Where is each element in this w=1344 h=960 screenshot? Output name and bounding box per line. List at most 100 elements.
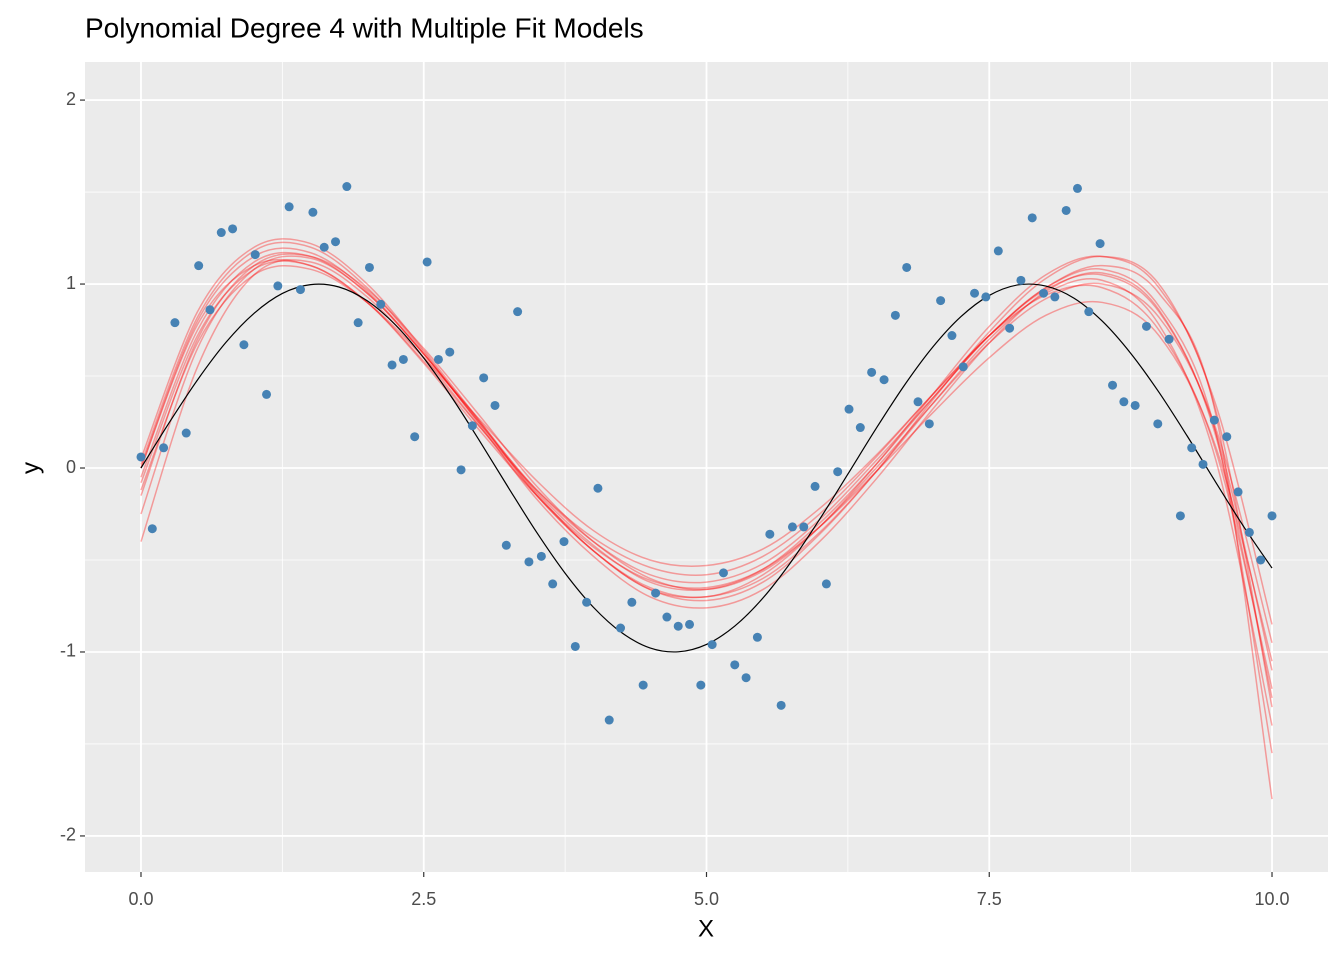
point (250, 250, 260, 260)
point (147, 524, 157, 534)
point (1187, 443, 1197, 453)
point (433, 354, 443, 364)
point (536, 551, 546, 561)
y-tick-label: 0 (66, 457, 76, 477)
chart-title: Polynomial Degree 4 with Multiple Fit Mo… (85, 12, 644, 43)
point (730, 660, 740, 670)
point (696, 680, 706, 690)
point (604, 715, 614, 725)
point (319, 242, 329, 252)
point (741, 673, 751, 683)
point (810, 481, 820, 491)
point (924, 419, 934, 429)
point (1027, 213, 1037, 223)
x-axis-label: X (698, 915, 714, 942)
point (1164, 334, 1174, 344)
point (765, 529, 775, 539)
x-tick-label: 10.0 (1254, 889, 1289, 909)
point (752, 632, 762, 642)
point (1209, 415, 1219, 425)
x-tick-label: 0.0 (128, 889, 153, 909)
x-tick-label: 5.0 (694, 889, 719, 909)
point (159, 443, 169, 453)
point (799, 522, 809, 532)
point (559, 537, 569, 547)
point (867, 367, 877, 377)
point (1005, 323, 1015, 333)
point (890, 310, 900, 320)
point (651, 588, 661, 598)
true-curve (140, 283, 1273, 653)
point (958, 362, 968, 372)
point (833, 467, 843, 477)
point (445, 347, 455, 357)
point (776, 700, 786, 710)
y-tick-label: 1 (66, 273, 76, 293)
point (947, 331, 957, 341)
fit-curve (140, 264, 1273, 800)
point (902, 262, 912, 272)
point (410, 432, 420, 442)
point (376, 299, 386, 309)
point (1141, 321, 1151, 331)
point (936, 296, 946, 306)
point (593, 483, 603, 493)
point (993, 246, 1003, 256)
point (398, 354, 408, 364)
point (981, 292, 991, 302)
point (501, 540, 511, 550)
point (353, 318, 363, 328)
point (331, 237, 341, 247)
point (970, 288, 980, 298)
fit-curve (140, 258, 1273, 689)
point (1175, 511, 1185, 521)
fit-curve (140, 253, 1273, 643)
point (194, 261, 204, 271)
point (273, 281, 283, 291)
point (548, 579, 558, 589)
point (821, 579, 831, 589)
point (479, 373, 489, 383)
point (1016, 275, 1026, 285)
point (1061, 205, 1071, 215)
point (1222, 432, 1232, 442)
point (513, 307, 523, 317)
point (707, 640, 717, 650)
point (1072, 183, 1082, 193)
point (616, 623, 626, 633)
y-tick-label: -1 (60, 641, 76, 661)
point (1256, 555, 1266, 565)
point (284, 202, 294, 212)
point (673, 621, 683, 631)
fit-curve (140, 255, 1273, 708)
point (364, 262, 374, 272)
point (1108, 380, 1118, 390)
fit-curve (140, 260, 1273, 662)
point (662, 612, 672, 622)
point (308, 207, 318, 217)
point (342, 182, 352, 192)
point (718, 568, 728, 578)
point (1050, 292, 1060, 302)
fit-curve (140, 247, 1273, 754)
y-tick-label: -2 (60, 825, 76, 845)
point (295, 285, 305, 295)
point (685, 619, 695, 629)
point (239, 340, 249, 350)
point (1233, 487, 1243, 497)
point (844, 404, 854, 414)
point (181, 428, 191, 438)
point (582, 597, 592, 607)
point (490, 400, 500, 410)
point (1039, 288, 1049, 298)
point (1084, 307, 1094, 317)
y-tick-label: 2 (66, 89, 76, 109)
point (787, 522, 797, 532)
point (524, 557, 534, 567)
point (387, 360, 397, 370)
point (228, 224, 238, 234)
point (913, 397, 923, 407)
point (1095, 239, 1105, 249)
fit-curve (140, 241, 1273, 699)
